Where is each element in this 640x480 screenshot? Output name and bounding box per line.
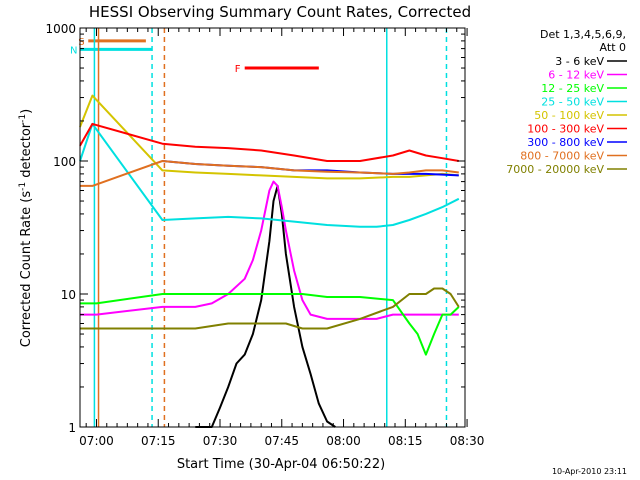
x-tick-label: 07:45 [264,434,299,448]
legend-title-line-2: Att 0 [600,41,626,54]
series-line-1 [80,180,459,320]
timestamp: 10-Apr-2010 23:11 [552,467,627,476]
legend-label-7: 800 - 7000 keV [520,150,604,163]
flag-label-n: N [70,45,77,56]
orbit-markers-layer [93,28,448,427]
legend-label-5: 100 - 300 keV [527,123,604,136]
plot-frame [79,27,466,428]
y-axis-label: Corrected Count Rate (s-1 detector-1) [18,109,34,347]
legend-label-8: 7000 - 20000 keV [506,163,604,176]
y-tick-label: 1 [68,421,76,435]
series-line-4 [79,94,459,180]
legend-label-0: 3 - 6 keV [555,55,604,68]
flag-label-s: S [78,37,84,48]
legend-label-6: 300 - 800 keV [527,136,604,149]
legend-title-line-1: Det 1,3,4,5,6,9, [540,28,626,41]
x-axis-label: Start Time (30-Apr-04 06:50:22) [177,457,385,472]
legend-label-4: 50 - 100 keV [534,109,604,122]
legend-label-2: 12 - 25 keV [541,82,604,95]
y-tick-label: 100 [53,155,76,169]
x-tick-label: 08:15 [388,434,423,448]
series-line-8 [80,287,460,330]
legend-label-1: 6 - 12 keV [548,69,604,82]
series-layer [79,94,460,428]
x-tick-label: 07:30 [203,434,238,448]
legend-label-3: 25 - 50 keV [541,96,604,109]
series-line-7 [80,160,459,187]
x-tick-label: 07:00 [79,434,114,448]
y-tick-label: 1000 [45,22,76,36]
ticks-layer: 1 10 100 1000 07:00 07:15 07:30 07:45 08:00 08:15… [45,22,484,448]
chart-title: HESSI Observing Summary Count Rates, Cor… [89,3,471,21]
series-line-0 [195,184,336,428]
x-tick-label: 08:00 [326,434,361,448]
series-line-5 [79,122,459,162]
x-tick-label: 07:15 [141,434,176,448]
series-line-2 [80,293,460,356]
x-tick-label: 08:30 [450,434,485,448]
flag-label-f: F [235,64,241,75]
series-line-3 [79,122,460,228]
y-tick-label: 10 [61,288,76,302]
